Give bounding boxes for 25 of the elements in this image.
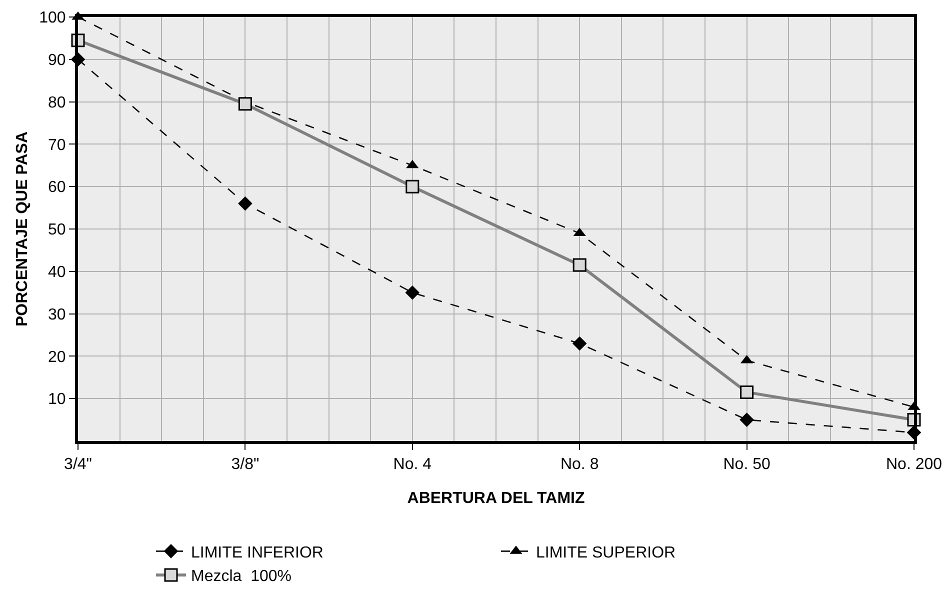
x-tick-label: 3/8" [231, 456, 260, 474]
y-tick-label: 50 [48, 222, 66, 239]
x-tick-label: No. 200 [886, 456, 942, 474]
point [238, 196, 252, 211]
point [572, 336, 587, 351]
y-tick-label: 70 [48, 136, 66, 154]
y-tick-label: 10 [48, 391, 66, 408]
y-tick-label: 100 [39, 10, 66, 27]
legend-label: LIMITE SUPERIOR [536, 544, 676, 562]
x-tick-label: No. 8 [560, 456, 599, 474]
y-tick-label: 20 [48, 348, 66, 366]
legend-label: Mezcla 100% [191, 568, 292, 586]
y-tick-label: 30 [48, 306, 66, 324]
x-tick-label: No. 4 [393, 456, 432, 474]
point [405, 285, 420, 300]
point [740, 412, 754, 427]
y-tick-label: 40 [48, 264, 66, 281]
x-tick-label: 3/4" [64, 456, 92, 474]
y-tick-label: 80 [48, 94, 66, 112]
y-tick-label: 60 [48, 179, 66, 196]
y-axis-title: PORCENTAJE QUE PASA [14, 131, 31, 326]
y-tick-label: 90 [48, 52, 66, 69]
x-axis-title: ABERTURA DEL TAMIZ [407, 490, 585, 507]
legend-label: LIMITE INFERIOR [191, 544, 324, 562]
x-tick-label: No. 50 [723, 456, 770, 474]
